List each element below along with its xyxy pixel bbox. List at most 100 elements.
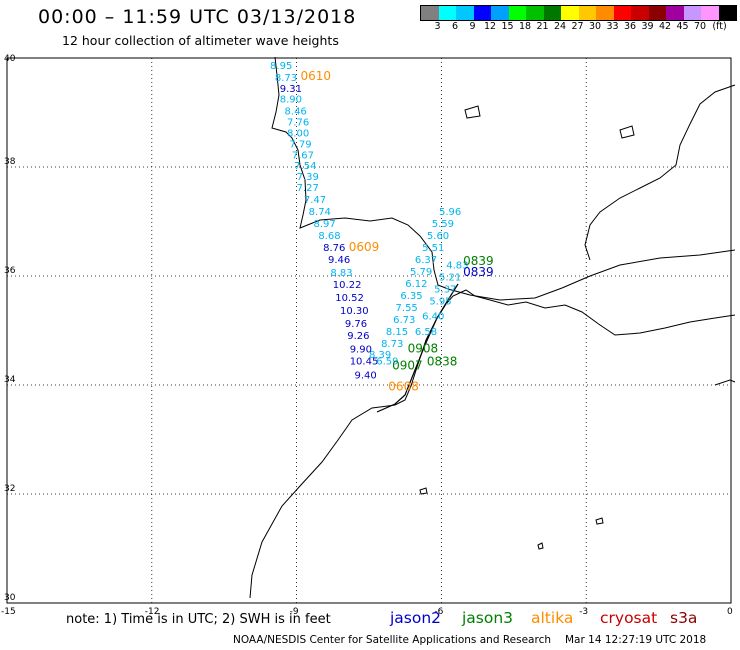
legend-label: 42 (658, 21, 672, 32)
wave-height-value: 8.39 (369, 350, 391, 361)
wave-height-value: 6.73 (393, 315, 415, 326)
island (537, 542, 544, 550)
legend-swatch (543, 6, 561, 20)
satellite-s3a: s3a (670, 609, 698, 627)
legend-label: 21 (536, 21, 549, 32)
wave-height-value: 6.58 (415, 327, 437, 338)
wave-height-value: 10.22 (333, 280, 362, 291)
wave-height-value: 6.12 (405, 279, 427, 290)
pass-time-label: 0838 (427, 354, 458, 368)
legend-swatch (613, 6, 631, 20)
legend-label: 15 (501, 21, 514, 32)
legend-swatch (666, 6, 684, 20)
satellite-jason3: jason3 (462, 609, 514, 627)
legend-swatch (456, 6, 474, 20)
legend-swatch (508, 6, 526, 20)
legend-label: (ft) (712, 21, 727, 32)
ground-track (376, 283, 459, 413)
pass-time-label: 0907 (392, 359, 423, 373)
wave-height-value: 8.73 (275, 73, 297, 84)
legend-label: 39 (641, 21, 654, 32)
wave-height-value: 6.59 (376, 356, 398, 367)
lat-label: 38 (4, 157, 16, 167)
wave-height-value: 8.90 (280, 95, 302, 106)
africa-coastline (249, 289, 736, 599)
wave-height-value: 7.55 (396, 303, 418, 314)
island (595, 517, 604, 525)
wave-height-value: 5.96 (439, 207, 461, 218)
lat-label: 40 (4, 54, 16, 64)
lat-lon-grid (6, 57, 732, 604)
coastline (249, 56, 736, 599)
wave-height-value: 5.95 (429, 296, 451, 307)
wave-height-value: 9.26 (347, 331, 369, 342)
timestamp: Mar 14 12:27:19 UTC 2018 (565, 634, 707, 646)
wave-height-value: 4.83 (446, 260, 468, 271)
wave-height-value: 5.21 (439, 272, 461, 283)
lat-label: 32 (4, 484, 15, 494)
map-subtitle: 12 hour collection of altimeter wave hei… (62, 33, 339, 48)
legend-label: 33 (606, 21, 619, 32)
lat-label: 36 (4, 266, 16, 276)
legend-swatch (438, 6, 456, 20)
wave-height-value: 5.60 (427, 231, 449, 242)
legend-label: 9 (469, 21, 476, 32)
lon-label: -12 (145, 607, 160, 617)
legend-swatch (648, 6, 666, 20)
wave-height-value: 9.40 (355, 370, 377, 381)
wave-height-value: 10.30 (340, 306, 369, 317)
wave-height-value: 7.76 (287, 118, 309, 129)
footer-note: note: 1) Time is in UTC; 2) SWH is in fe… (66, 612, 331, 627)
wave-height-value: 8.46 (285, 107, 307, 118)
island (419, 487, 428, 495)
wave-height-value: 6.35 (400, 291, 422, 302)
lon-label: -9 (290, 607, 299, 617)
wave-height-value: 5.51 (422, 243, 444, 254)
lake (619, 125, 635, 139)
wave-height-value: 8.00 (287, 128, 309, 139)
legend-label: 36 (623, 21, 637, 32)
legend-swatch (631, 6, 649, 20)
legend-swatch (683, 6, 701, 20)
legend-swatch (578, 6, 596, 20)
pass-time-label: 0609 (349, 240, 380, 254)
legend-label: 6 (451, 21, 459, 32)
satellite-cryosat: cryosat (600, 609, 658, 627)
color-scale-labels: 3 6 9 12 15 18 21 24 27 30 33 36 39 42 45 70 (ft) (420, 21, 740, 35)
iberia-coastline (271, 56, 736, 301)
legend-swatch (718, 6, 736, 20)
color-scale-legend (420, 5, 737, 21)
legend-swatch (491, 6, 509, 20)
wave-height-value: 7.47 (304, 195, 326, 206)
wave-height-value: 10.45 (350, 356, 379, 367)
wave-height-value: 9.31 (280, 84, 302, 95)
wave-height-value: 9.46 (328, 255, 350, 266)
wave-height-value: 9.76 (345, 319, 367, 330)
credit-line: NOAA/NESDIS Center for Satellite Applica… (233, 634, 551, 646)
legend-swatch (473, 6, 491, 20)
wave-height-value: 7.54 (294, 161, 316, 172)
legend-label: 18 (518, 21, 532, 32)
lat-label: 34 (4, 375, 16, 385)
lon-label: 0 (727, 607, 733, 617)
lake (464, 105, 481, 119)
pass-time-label: 0839 (463, 265, 494, 279)
legend-swatch (596, 6, 614, 20)
spain-east-coast (584, 84, 736, 261)
wave-height-value: 6.40 (422, 312, 444, 323)
legend-label: 3 (434, 21, 441, 32)
wave-height-value: 5.37 (434, 284, 456, 295)
legend-label: 45 (676, 21, 689, 32)
wave-height-value: 9.90 (350, 344, 372, 355)
wave-height-value: 8.15 (386, 327, 408, 338)
wave-height-value: 7.67 (292, 150, 314, 161)
wave-height-value: 8.73 (381, 339, 403, 350)
lat-label: 30 (4, 593, 16, 603)
wave-height-value: 8.83 (330, 268, 352, 279)
wave-height-value: 5.59 (432, 219, 454, 230)
legend-label: 30 (588, 21, 602, 32)
pass-time-label: 0610 (300, 69, 331, 83)
wave-height-value: 8.95 (270, 61, 292, 72)
legend-label: 70 (693, 21, 707, 32)
wave-height-value: 8.76 (323, 243, 345, 254)
